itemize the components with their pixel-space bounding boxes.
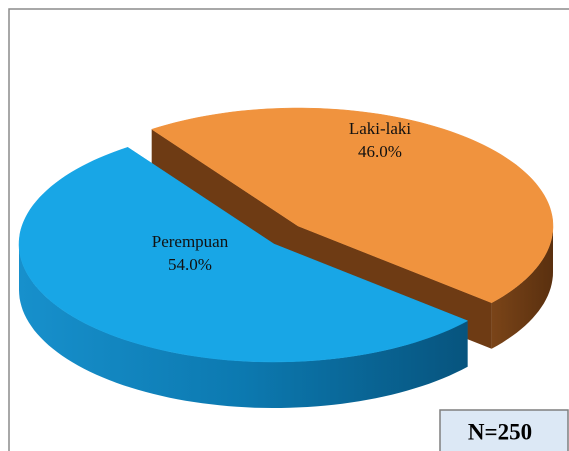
annotation-box [439,409,569,451]
annotation: N=250 [468,419,532,444]
slice [18,147,469,363]
slice-label: Laki-laki [349,119,412,138]
value-label: 54.0% [168,255,212,274]
value-label: 46.0% [358,142,402,161]
slice-side [19,244,468,408]
slice-label: Perempuan [152,232,229,251]
slice [151,107,554,304]
slice-side [491,226,553,349]
pie: Laki-laki 46.0% Perempuan 54.0% [18,107,554,408]
